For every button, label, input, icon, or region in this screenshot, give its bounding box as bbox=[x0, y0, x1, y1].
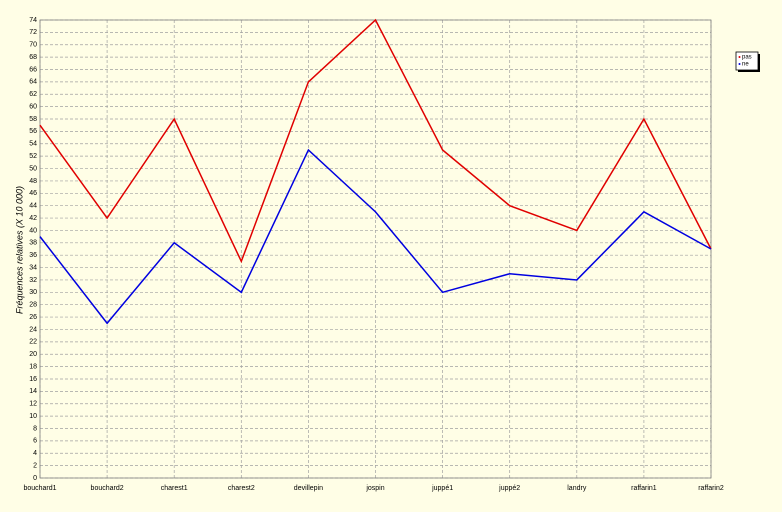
series-line bbox=[39, 148, 712, 325]
y-tick-label: 20 bbox=[29, 351, 37, 358]
legend-label: pas bbox=[742, 55, 752, 61]
y-tick-label: 64 bbox=[29, 79, 37, 86]
x-tick-label: juppé2 bbox=[498, 485, 520, 492]
x-tick-label: juppé1 bbox=[431, 485, 453, 492]
y-tick-label: 32 bbox=[29, 277, 37, 284]
y-tick-label: 10 bbox=[29, 413, 37, 420]
y-tick-label: 16 bbox=[29, 376, 37, 383]
x-tick-label: jospin bbox=[365, 485, 384, 492]
x-tick-label: raffarin2 bbox=[698, 485, 724, 492]
y-tick-label: 68 bbox=[29, 54, 37, 61]
y-tick-label: 44 bbox=[29, 203, 37, 210]
x-tick-label: bouchard1 bbox=[23, 485, 56, 492]
y-tick-label: 8 bbox=[33, 425, 37, 432]
y-tick-label: 28 bbox=[29, 302, 37, 309]
y-tick-label: 12 bbox=[29, 401, 37, 408]
y-tick-label: 22 bbox=[29, 339, 37, 346]
y-tick-label: 70 bbox=[29, 42, 37, 49]
y-tick-label: 66 bbox=[29, 66, 37, 73]
y-tick-label: 30 bbox=[29, 289, 37, 296]
y-tick-label: 58 bbox=[29, 116, 37, 123]
plot-frame bbox=[39, 19, 712, 479]
y-tick-label: 40 bbox=[29, 227, 37, 234]
y-tick-label: 24 bbox=[29, 326, 37, 333]
y-tick-label: 18 bbox=[29, 363, 37, 370]
y-tick-label: 4 bbox=[33, 450, 37, 457]
y-tick-label: 50 bbox=[29, 165, 37, 172]
y-tick-label: 34 bbox=[29, 264, 37, 271]
y-tick-label: 2 bbox=[33, 462, 37, 469]
y-axis-label: Fréquences relatives (X 10 000) bbox=[14, 186, 24, 314]
y-tick-label: 52 bbox=[29, 153, 37, 160]
x-tick-label: charest2 bbox=[228, 485, 255, 492]
y-tick-label: 38 bbox=[29, 240, 37, 247]
x-tick-label: bouchard2 bbox=[91, 485, 124, 492]
y-tick-label: 0 bbox=[33, 475, 37, 482]
y-tick-label: 62 bbox=[29, 91, 37, 98]
y-tick-label: 14 bbox=[29, 388, 37, 395]
y-tick-label: 36 bbox=[29, 252, 37, 259]
series-line bbox=[39, 18, 712, 264]
legend-marker bbox=[738, 63, 741, 65]
y-tick-label: 26 bbox=[29, 314, 37, 321]
x-tick-label: raffarin1 bbox=[631, 485, 657, 492]
y-tick-label: 72 bbox=[29, 29, 37, 36]
legend-label: ne bbox=[742, 62, 749, 68]
y-tick-label: 48 bbox=[29, 178, 37, 185]
y-tick-label: 56 bbox=[29, 128, 37, 135]
legend-marker bbox=[738, 56, 741, 58]
y-tick-label: 74 bbox=[29, 17, 37, 24]
y-tick-label: 42 bbox=[29, 215, 37, 222]
y-tick-label: 46 bbox=[29, 190, 37, 197]
legend-box bbox=[735, 51, 759, 71]
y-tick-label: 60 bbox=[29, 103, 37, 110]
x-tick-label: devillepin bbox=[294, 485, 323, 492]
x-tick-label: landry bbox=[567, 485, 587, 492]
x-tick-label: charest1 bbox=[161, 485, 188, 492]
y-tick-label: 54 bbox=[29, 141, 37, 148]
y-tick-label: 6 bbox=[33, 438, 37, 445]
